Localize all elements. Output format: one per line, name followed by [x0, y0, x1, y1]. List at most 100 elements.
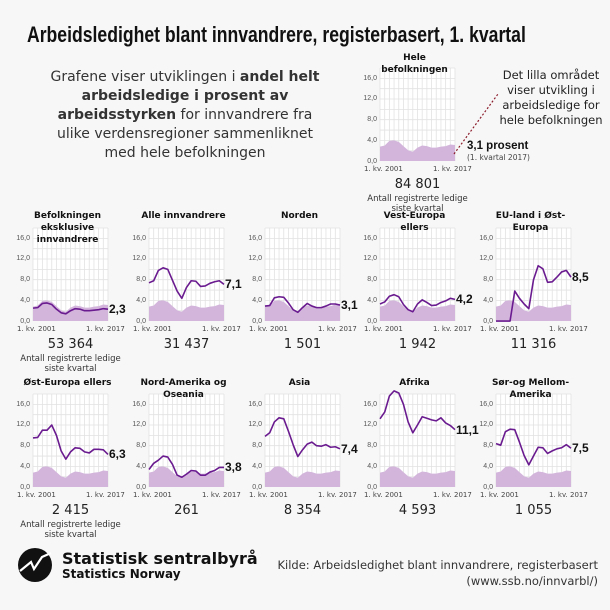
x-tick-label-end: 1. kv. 2017: [202, 325, 241, 333]
intro-bold: andel helt arbeidsledige i prosent av ar…: [57, 69, 320, 123]
intro-part1: Grafene viser utviklingen i: [50, 69, 240, 85]
count-value: 261: [174, 503, 199, 518]
panel-title: EU-land i Øst-Europa: [495, 211, 566, 233]
y-tick-label: 16,0: [248, 400, 262, 408]
intro-text: Grafene viser utviklingen i andel helt a…: [40, 68, 330, 163]
panel-title: Vest-Europa ellers: [383, 211, 446, 233]
y-tick-label: 12,0: [132, 421, 146, 429]
plot-area: [264, 393, 341, 487]
plot-area: [32, 227, 109, 321]
y-tick-label: 12,0: [16, 255, 30, 263]
overview-end-label: 3,1 prosent: [467, 140, 529, 152]
y-tick-label: 0,0: [483, 317, 493, 325]
x-tick-label-end: 1. kv. 2017: [433, 325, 472, 333]
page-title: Arbeidsledighet blant innvandrere, regis…: [27, 22, 526, 47]
end-value-label: 7,4: [341, 441, 358, 456]
y-tick-label: 8,0: [483, 276, 493, 284]
series-line: [495, 428, 572, 466]
end-value-label: 3,1: [341, 297, 358, 312]
plot-area: [148, 393, 225, 487]
x-tick-label-start: 1. kv. 2001: [249, 325, 288, 333]
y-tick-label: 4,0: [252, 462, 262, 470]
x-tick-label-end: 1. kv. 2017: [318, 325, 357, 333]
y-tick-label: 8,0: [136, 276, 146, 284]
area-hele-befolkningen: [496, 466, 571, 487]
area-hele-befolkningen: [496, 300, 571, 321]
area-hele-befolkningen: [149, 300, 224, 321]
source-line-1: Kilde: Arbeidsledighet blant innvandrere…: [277, 558, 598, 572]
y-tick-label: 12,0: [363, 421, 377, 429]
y-tick-label: 4,0: [367, 462, 377, 470]
count-value: 1 055: [514, 503, 553, 518]
count-value: 1 501: [283, 337, 322, 352]
y-tick-label: 4,0: [136, 462, 146, 470]
y-tick-label: 12,0: [479, 255, 493, 263]
y-tick-label: 8,0: [483, 442, 493, 450]
y-tick-label: 4,0: [20, 296, 30, 304]
panel-title: Norden: [280, 211, 319, 221]
end-value-label: 4,2: [456, 292, 473, 307]
x-tick-label-end: 1. kv. 2017: [433, 491, 472, 499]
area-hele-befolkningen: [380, 466, 455, 487]
panel-title: Befolkningen eksklusive innvandrere: [34, 211, 101, 245]
panel-title: Afrika: [399, 378, 430, 388]
panel-title: Øst-Europa ellers: [23, 378, 112, 388]
x-tick-label-end: 1. kv. 2017: [433, 165, 472, 173]
y-tick-label: 8,0: [367, 276, 377, 284]
plot-area: [379, 227, 456, 321]
x-tick-label-end: 1. kv. 2017: [549, 491, 588, 499]
series-line: [496, 264, 572, 322]
count-value: 53 364: [47, 337, 94, 352]
x-tick-label-end: 1. kv. 2017: [318, 491, 357, 499]
intro-part2: for innvandrere fra ulike verdensregione…: [57, 107, 313, 161]
y-tick-label: 4,0: [136, 296, 146, 304]
x-tick-label-start: 1. kv. 2001: [17, 325, 56, 333]
area-hele-befolkningen: [380, 140, 455, 161]
y-tick-label: 12,0: [363, 95, 377, 103]
series-line: [32, 302, 109, 315]
series-line: [264, 295, 341, 314]
logo-name: Statistisk sentralbyrå: [62, 549, 258, 568]
area-hele-befolkningen: [265, 300, 340, 321]
y-tick-label: 4,0: [483, 296, 493, 304]
plot-area: [495, 227, 572, 322]
panel-title: Sør-og Mellom-Amerika: [491, 378, 570, 400]
series-line: [32, 424, 109, 460]
x-tick-label-start: 1. kv. 2001: [133, 491, 172, 499]
count-value: 1 942: [398, 337, 437, 352]
count-caption: Antall registrerte ledige siste kvartal: [367, 194, 468, 214]
y-tick-label: 16,0: [16, 234, 30, 242]
y-tick-label: 8,0: [136, 442, 146, 450]
end-value-label: 3,8: [225, 460, 242, 475]
y-tick-label: 0,0: [136, 317, 146, 325]
panel-title: Nord-Amerika og Oseania: [140, 378, 227, 400]
y-tick-label: 16,0: [479, 234, 493, 242]
plot-area: [148, 227, 225, 321]
series-line: [379, 293, 456, 313]
x-tick-label-start: 1. kv. 2001: [480, 491, 519, 499]
y-tick-label: 0,0: [367, 317, 377, 325]
y-tick-label: 12,0: [248, 255, 262, 263]
source-text: Kilde: Arbeidsledighet blant innvandrere…: [277, 557, 598, 589]
y-tick-label: 12,0: [16, 421, 30, 429]
x-tick-label-start: 1. kv. 2001: [364, 491, 403, 499]
y-tick-label: 0,0: [136, 483, 146, 491]
ssb-logo-icon: [18, 548, 52, 582]
plot-area: [32, 393, 109, 487]
series-line: [379, 390, 456, 434]
y-tick-label: 4,0: [367, 296, 377, 304]
y-tick-label: 12,0: [479, 421, 493, 429]
series-line: [148, 266, 225, 300]
count-value: 4 593: [398, 503, 437, 518]
y-tick-label: 12,0: [363, 255, 377, 263]
plot-area: [379, 67, 456, 161]
y-tick-label: 0,0: [252, 317, 262, 325]
plot-area: [379, 390, 456, 487]
y-tick-label: 12,0: [248, 421, 262, 429]
x-tick-label-start: 1. kv. 2001: [249, 491, 288, 499]
series-line: [264, 416, 341, 458]
y-tick-label: 4,0: [20, 462, 30, 470]
x-tick-label-end: 1. kv. 2017: [202, 491, 241, 499]
y-tick-label: 4,0: [483, 462, 493, 470]
area-hele-befolkningen: [149, 466, 224, 487]
